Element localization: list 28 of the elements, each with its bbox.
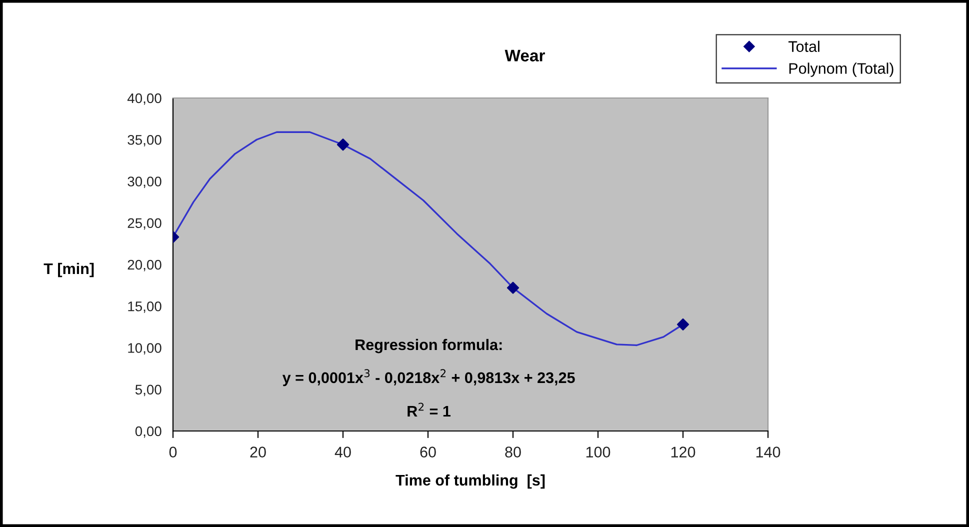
- x-tick-label: 0: [169, 446, 177, 458]
- point: [506, 282, 520, 294]
- x-tick-label: 120: [671, 446, 696, 458]
- x-tick-label: 60: [420, 446, 436, 458]
- x-tick-label: 80: [505, 446, 521, 458]
- x-axis-title: Time of tumbling [s]: [396, 474, 545, 489]
- y-tick-label: 0,00: [135, 426, 162, 438]
- annotation: y = 0,0001x$^{3}$ - 0,0218x$^{2}$ + 0,9813x + 23,25: [282, 369, 575, 386]
- x-tick-label: 40: [334, 446, 351, 458]
- annotation: Regression formula:: [356, 338, 502, 354]
- y-tick-label: 40,00: [127, 93, 162, 105]
- y-tick-label: 30,00: [128, 176, 162, 188]
- x-tick-label: 140: [756, 446, 780, 458]
- y-tick-label: 35,00: [128, 134, 162, 146]
- y-axis-title: T [min]: [44, 262, 94, 278]
- y-tick-label: 20,00: [128, 260, 162, 272]
- x-tick-label: 20: [250, 446, 266, 458]
- chart-title: Wear: [504, 50, 545, 62]
- y-tick-label: 5,00: [135, 384, 162, 396]
- x-tick-label: 100: [586, 446, 610, 458]
- legend-label: Polynom (Total): [789, 62, 894, 77]
- legend-label: Total: [788, 40, 820, 52]
- y-tick-label: 15,00: [128, 301, 162, 313]
- y-tick-label: 10,00: [128, 343, 162, 355]
- point: [336, 138, 350, 151]
- point: [676, 318, 690, 331]
- y-tick-label: 25,00: [128, 218, 162, 230]
- annotation: R$^{2}$ = 1: [408, 402, 451, 417]
